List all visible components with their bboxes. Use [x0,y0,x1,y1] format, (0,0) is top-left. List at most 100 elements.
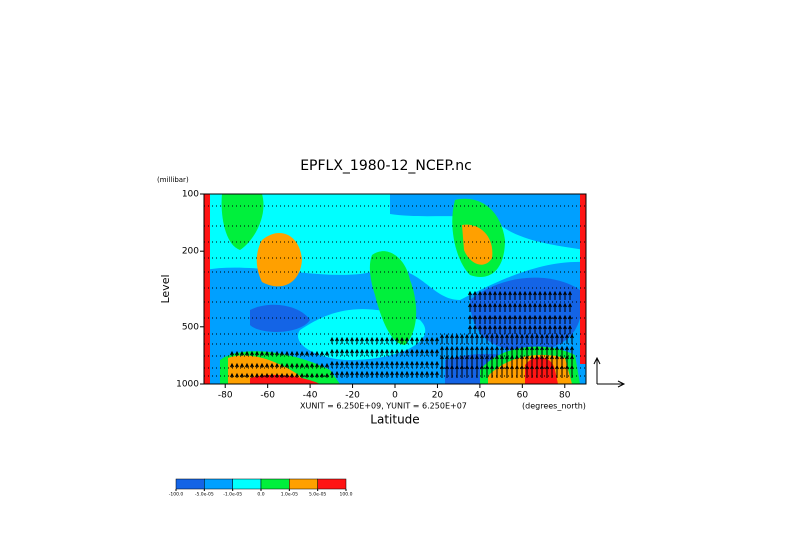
vector [563,302,567,312]
vector [468,302,472,312]
vector [270,350,274,356]
vector [260,350,264,356]
vector [235,372,239,378]
vector [270,362,274,368]
vector [265,350,269,356]
vector [460,345,464,356]
vector [425,348,429,356]
vector [335,360,339,368]
vector [493,324,497,334]
vector [490,345,494,356]
vector-scale: XUNIT = 6.250E+09, YUNIT = 6.250E+07 [300,402,467,411]
colorbar-label: 1.0e-05 [281,492,298,498]
x-tick-label: 20 [432,391,444,401]
vector [525,345,529,356]
vector [553,314,557,324]
vector [560,345,564,356]
vector [230,350,234,356]
vector [320,350,324,356]
x-unit: (degrees_north) [522,402,586,411]
vector [543,314,547,324]
vector [515,333,519,344]
vector [498,290,502,300]
vector [435,348,439,356]
vector [495,333,499,344]
colorbar-box [204,478,233,490]
vector [350,370,354,378]
x-tick-label: 0 [392,391,398,401]
colorbar-box [260,478,290,490]
vector [325,372,329,378]
vector [350,360,354,368]
vector [560,333,564,344]
vector [555,333,559,344]
vector [498,324,502,334]
vector [260,372,264,378]
vector [280,362,284,368]
vector [235,362,239,368]
vector [490,364,494,378]
vector [543,324,547,334]
vector [385,348,389,356]
vector [535,333,539,344]
vector [518,302,522,312]
vector [345,360,349,368]
colorbar-label: 0.0 [257,492,264,498]
vector [548,290,552,300]
vector [355,370,359,378]
vector [495,345,499,356]
vector [528,314,532,324]
contour-region [470,277,582,351]
vector [530,345,534,356]
x-axis-label: Latitude [370,413,419,427]
vector [478,290,482,300]
vector [495,364,499,378]
vector [380,370,384,378]
x-tick-label: -20 [345,391,360,401]
vector [330,360,334,368]
vector [285,350,289,356]
vector [350,336,354,344]
vector [450,333,454,344]
vector [568,324,572,334]
vector [538,314,542,324]
colorbar-label: -1.0e-05 [223,492,242,498]
vector [493,290,497,300]
vector [563,314,567,324]
vector [505,345,509,356]
vector [570,333,574,344]
vector [340,360,344,368]
x-tick-label: -80 [218,391,233,401]
vector [425,360,429,368]
vector [543,302,547,312]
vector [420,360,424,368]
vector [435,360,439,368]
vector [565,345,569,356]
vector [355,360,359,368]
contour-region [369,251,417,345]
vector [445,364,449,378]
vector [365,348,369,356]
vector [558,324,562,334]
y-tick-label: 100 [182,190,199,200]
vector [488,290,492,300]
vector [498,302,502,312]
chart-title: EPFLX_1980-12_NCEP.nc [300,158,472,174]
vector [285,372,289,378]
vector [538,302,542,312]
vector [538,324,542,334]
vector [510,364,514,378]
vector [570,364,574,378]
vector [425,336,429,344]
vector [498,314,502,324]
vector [478,302,482,312]
vector [415,360,419,368]
vector [518,314,522,324]
vector [475,364,479,378]
vector [400,348,404,356]
vector [240,372,244,378]
vector [245,362,249,368]
vector [410,360,414,368]
vector [500,364,504,378]
vector [465,364,469,378]
